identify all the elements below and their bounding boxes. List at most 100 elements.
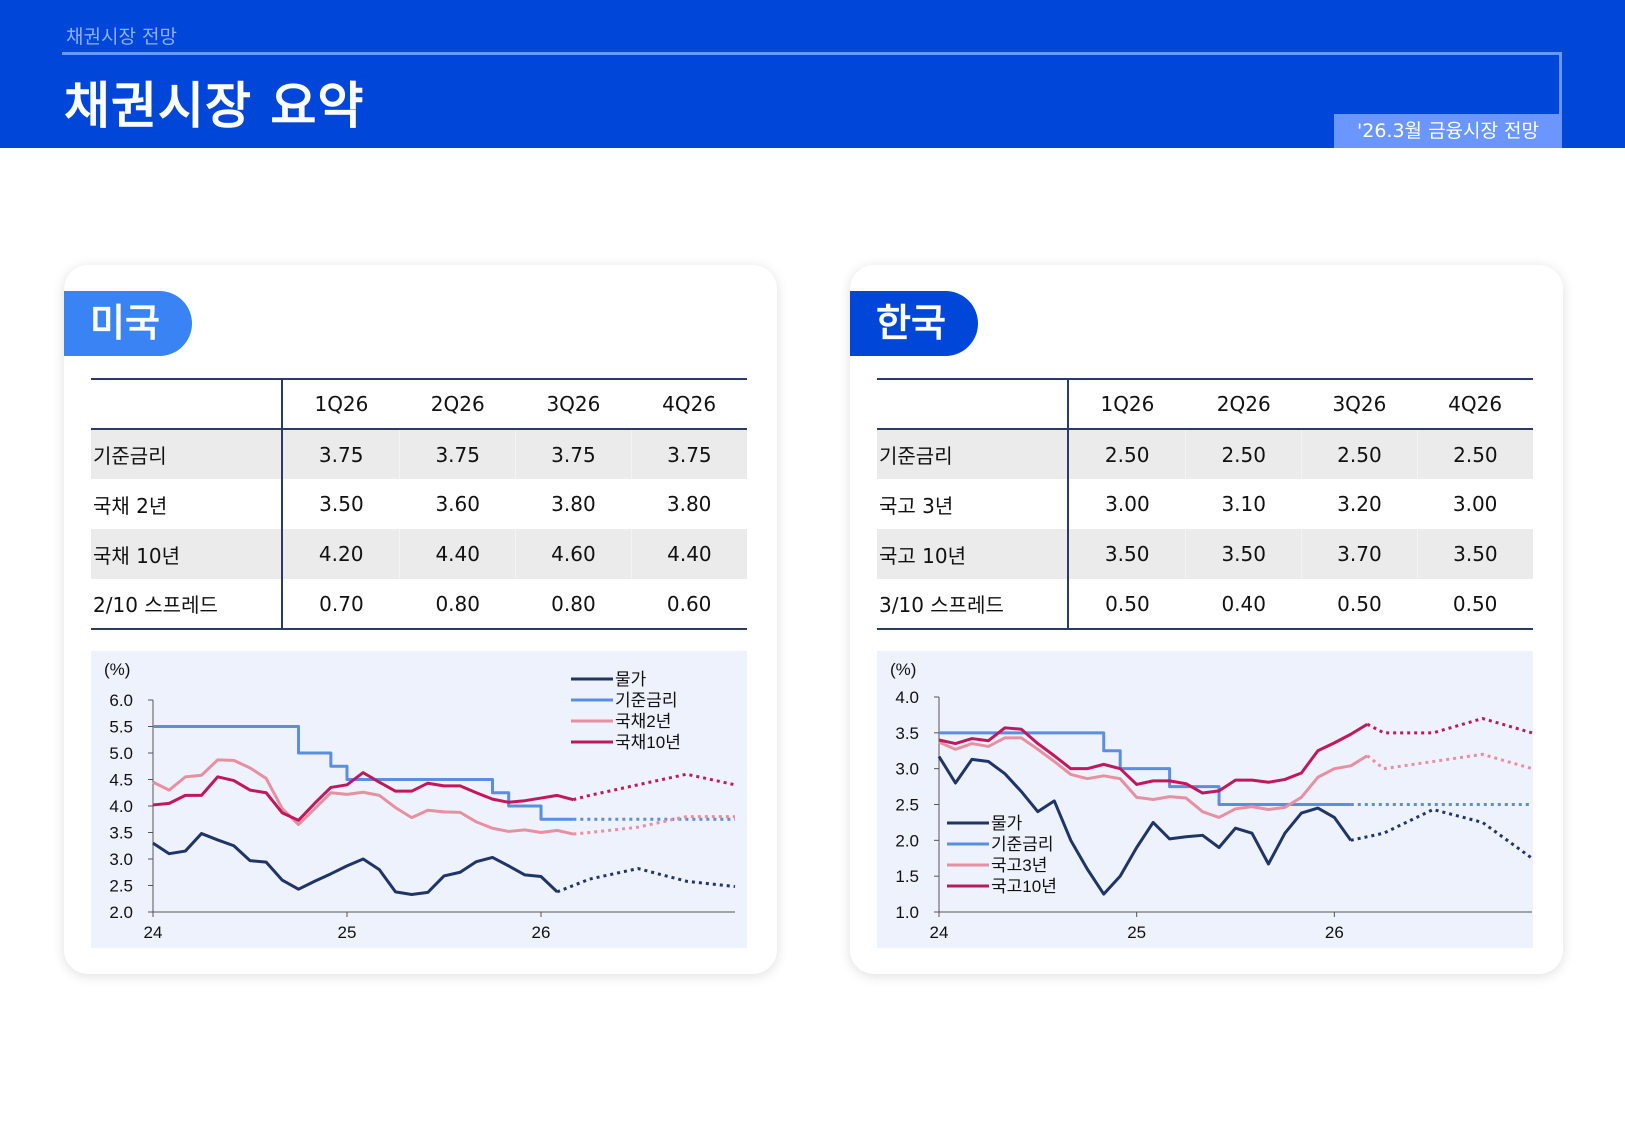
y-tick-label: 5.5 — [109, 718, 133, 737]
y-tick-label: 4.0 — [895, 688, 919, 707]
legend-label: 국채10년 — [615, 733, 681, 752]
table-cell: 0.60 — [666, 591, 712, 616]
column-header — [877, 379, 1069, 429]
column-header: 3Q26 — [546, 392, 601, 416]
x-tick-label: 25 — [338, 923, 357, 942]
table-cell: 3.50 — [319, 492, 364, 516]
y-tick-label: 4.5 — [109, 771, 133, 790]
table-cell: 4.40 — [630, 529, 747, 579]
legend-label: 기준금리 — [615, 691, 678, 710]
y-tick-label: 4.0 — [109, 797, 133, 816]
table-cell: 3.20 — [1337, 492, 1382, 516]
legend-label: 국채2년 — [615, 712, 671, 731]
table-cell: 3.75 — [399, 429, 516, 479]
x-tick-label: 26 — [532, 923, 551, 942]
table-row: 2/10 스프레드 0.70 0.80 0.80 0.60 — [91, 579, 747, 629]
y-unit-label: (%) — [890, 660, 916, 679]
y-tick-label: 2.0 — [895, 831, 919, 850]
table-cell: 0.80 — [551, 591, 596, 616]
y-tick-label: 3.0 — [895, 760, 919, 779]
y-tick-label: 3.5 — [109, 824, 133, 843]
row-label: 기준금리 — [91, 429, 283, 479]
legend-label: 물가 — [991, 814, 1023, 833]
series-line-actual — [152, 832, 559, 897]
kr-card: 한국 1Q26 2Q26 3Q26 4Q26 기준금리 2.50 2.50 2.50 2.50 국… — [850, 265, 1563, 974]
table-cell: 2.50 — [1301, 429, 1418, 479]
x-tick-label: 24 — [930, 923, 949, 942]
table-cell: 4.40 — [399, 529, 516, 579]
section-subtitle: 채권시장 전망 — [66, 26, 177, 48]
row-label: 국고 10년 — [877, 529, 1069, 579]
series-line-actual — [938, 736, 1369, 819]
legend-label: 국고3년 — [991, 856, 1047, 875]
x-tick-label: 25 — [1127, 923, 1146, 942]
series-line-forecast — [573, 815, 735, 836]
table-cell: 4.20 — [281, 529, 400, 579]
y-tick-label: 3.5 — [895, 724, 919, 743]
column-header: 3Q26 — [1332, 392, 1387, 416]
series-line-forecast — [572, 772, 736, 802]
table-cell: 3.00 — [1105, 492, 1150, 516]
table-header-row: 1Q26 2Q26 3Q26 4Q26 — [877, 379, 1533, 429]
table-cell: 0.50 — [1105, 591, 1150, 616]
y-tick-label: 2.0 — [109, 903, 133, 922]
table-cell: 3.75 — [630, 429, 747, 479]
series-line-actual — [937, 755, 1353, 896]
series-line-actual — [938, 722, 1369, 795]
table-cell: 0.40 — [1221, 591, 1266, 616]
table-row: 국채 10년 4.20 4.40 4.60 4.40 — [91, 529, 747, 579]
us-badge: 미국 — [64, 291, 192, 356]
column-header: 4Q26 — [1448, 392, 1503, 416]
series-line-forecast — [556, 866, 736, 894]
table-row: 3/10 스프레드 0.50 0.40 0.50 0.50 — [877, 579, 1533, 629]
table-cell: 3.00 — [1452, 492, 1498, 516]
table-cell: 3.75 — [281, 429, 400, 479]
table-cell: 0.50 — [1452, 591, 1498, 616]
column-header — [91, 379, 283, 429]
table-cell: 3.60 — [435, 492, 480, 516]
page-title: 채권시장 요약 — [64, 77, 365, 135]
legend-label: 기준금리 — [991, 835, 1054, 854]
series-line-forecast — [1350, 807, 1533, 860]
table-cell: 3.80 — [551, 492, 596, 516]
series-line-forecast — [1366, 716, 1533, 735]
y-tick-label: 1.5 — [895, 867, 919, 886]
x-tick-label: 26 — [1325, 923, 1344, 942]
table-cell: 0.80 — [435, 591, 480, 616]
row-label: 국채 2년 — [91, 479, 283, 529]
report-tag: '26.3월 금융시장 전망 — [1334, 114, 1562, 148]
row-label: 국고 3년 — [877, 479, 1069, 529]
table-row: 국고 3년 3.00 3.10 3.20 3.00 — [877, 479, 1533, 529]
table-row: 국채 2년 3.50 3.60 3.80 3.80 — [91, 479, 747, 529]
table-cell: 3.75 — [515, 429, 632, 479]
series-line-actual — [152, 771, 574, 822]
legend-label: 국고10년 — [991, 877, 1057, 896]
column-header: 2Q26 — [430, 392, 485, 416]
us-card: 미국 1Q26 2Q26 3Q26 4Q26 기준금리 3.75 3.75 3.75 3.75 국… — [64, 265, 777, 974]
y-tick-label: 3.0 — [109, 850, 133, 869]
kr-badge: 한국 — [850, 291, 978, 356]
y-tick-label: 2.5 — [109, 877, 133, 896]
y-tick-label: 1.0 — [895, 903, 919, 922]
table-row: 국고 10년 3.50 3.50 3.70 3.50 — [877, 529, 1533, 579]
y-tick-label: 5.0 — [109, 744, 133, 763]
y-tick-label: 6.0 — [109, 691, 133, 710]
kr-forecast-table: 1Q26 2Q26 3Q26 4Q26 기준금리 2.50 2.50 2.50 2.50 국고 3… — [877, 378, 1533, 630]
column-header: 1Q26 — [314, 392, 369, 416]
y-unit-label: (%) — [104, 660, 130, 679]
series-line-actual — [152, 758, 574, 836]
row-label: 2/10 스프레드 — [91, 579, 283, 629]
table-cell: 3.50 — [1185, 529, 1302, 579]
x-tick-label: 24 — [144, 923, 163, 942]
row-label: 3/10 스프레드 — [877, 579, 1069, 629]
table-cell: 2.50 — [1416, 429, 1533, 479]
table-cell: 3.50 — [1416, 529, 1533, 579]
us-forecast-table: 1Q26 2Q26 3Q26 4Q26 기준금리 3.75 3.75 3.75 3.75 국채 2… — [91, 378, 747, 630]
column-header: 2Q26 — [1216, 392, 1271, 416]
y-tick-label: 2.5 — [895, 796, 919, 815]
table-cell: 3.10 — [1221, 492, 1266, 516]
page-header: 채권시장 전망 채권시장 요약 '26.3월 금융시장 전망 — [0, 0, 1625, 148]
legend-label: 물가 — [615, 670, 647, 689]
